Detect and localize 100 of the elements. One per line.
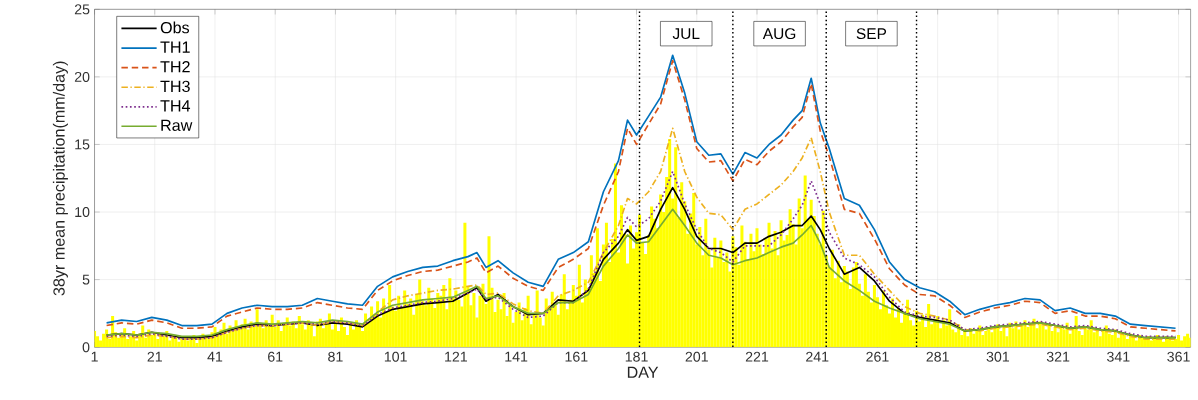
bar <box>767 222 771 348</box>
bar <box>863 274 867 348</box>
bar <box>779 220 783 348</box>
bar <box>333 322 337 348</box>
y-tick-label: 20 <box>74 71 90 82</box>
bar <box>1008 322 1012 348</box>
bar <box>397 295 401 348</box>
bar <box>418 279 422 348</box>
x-tick-label: 221 <box>745 351 769 362</box>
bar <box>487 236 491 348</box>
bar <box>454 290 458 348</box>
bar <box>1041 325 1045 348</box>
bar <box>535 290 539 348</box>
x-tick-label: 361 <box>1167 351 1190 362</box>
bar <box>562 274 566 348</box>
bar <box>797 198 801 348</box>
bar <box>854 262 858 348</box>
bar <box>881 290 885 348</box>
bar <box>963 330 967 348</box>
bar <box>448 278 452 348</box>
bar <box>719 240 723 348</box>
bar <box>740 225 744 348</box>
bar <box>674 147 678 348</box>
x-tick-label: 101 <box>384 351 407 362</box>
bar <box>803 175 807 348</box>
bar <box>102 333 106 348</box>
legend-label: Obs <box>160 21 190 34</box>
bar <box>1186 333 1190 348</box>
bar <box>704 218 708 348</box>
bar <box>285 317 289 348</box>
x-tick-label: 41 <box>207 351 223 362</box>
y-tick-label: 15 <box>75 139 90 150</box>
bar <box>897 307 901 348</box>
bar <box>713 237 717 348</box>
x-tick-label: 281 <box>926 351 949 362</box>
x-tick-label: 61 <box>268 351 283 362</box>
bar <box>348 324 352 348</box>
bar <box>595 228 599 348</box>
x-tick-label: 301 <box>986 351 1010 362</box>
bar <box>1083 326 1087 348</box>
bar <box>749 233 753 348</box>
legend-label: TH1 <box>160 41 190 53</box>
y-tick-label: 10 <box>75 207 90 218</box>
bar <box>1110 334 1114 348</box>
bar <box>1101 330 1105 348</box>
x-tick-label: 321 <box>1046 351 1070 362</box>
bar <box>650 206 654 348</box>
bar <box>571 284 575 348</box>
bar <box>613 163 617 348</box>
bar <box>1047 324 1051 348</box>
legend-label: TH4 <box>160 100 191 112</box>
bar <box>427 287 431 348</box>
x-tick-label: 141 <box>505 351 528 362</box>
x-axis-title: DAY <box>627 366 659 378</box>
bar <box>177 341 181 348</box>
bar <box>1183 336 1187 348</box>
bar <box>821 210 825 348</box>
bar <box>842 266 846 348</box>
x-tick-label: 241 <box>806 351 829 362</box>
bar <box>583 279 587 348</box>
bar <box>1177 334 1181 348</box>
bar <box>830 249 834 348</box>
bar <box>1002 326 1006 348</box>
x-tick-label: 1 <box>91 351 98 362</box>
bar <box>463 222 467 348</box>
bar <box>629 225 633 348</box>
bar <box>788 209 792 348</box>
bar <box>1174 339 1178 348</box>
bar <box>872 284 876 348</box>
x-tick-label: 261 <box>866 351 889 362</box>
bar <box>388 284 392 348</box>
y-tick-label: 0 <box>82 342 90 353</box>
x-tick-label: 181 <box>625 351 648 362</box>
bar <box>1023 320 1027 348</box>
bar <box>577 264 581 348</box>
bar <box>1056 332 1060 348</box>
y-tick-label: 25 <box>74 4 90 15</box>
bar <box>255 309 259 348</box>
bar <box>472 293 476 348</box>
bar <box>604 222 608 348</box>
bar <box>680 182 684 348</box>
bar <box>619 205 623 348</box>
bar <box>755 228 759 348</box>
x-tick-label: 161 <box>565 351 588 362</box>
annotation: JUL <box>672 28 700 40</box>
legend-label: TH3 <box>160 80 190 93</box>
bar <box>1044 329 1048 348</box>
x-tick-label: 81 <box>328 351 343 362</box>
bar <box>436 293 440 348</box>
bar <box>1053 326 1057 348</box>
annotation: AUG <box>762 28 796 40</box>
bar <box>376 301 380 348</box>
bar <box>526 295 530 348</box>
y-tick-label: 5 <box>82 274 90 285</box>
bar <box>725 252 729 348</box>
x-tick-label: 121 <box>445 351 468 362</box>
x-tick-label: 201 <box>685 351 708 362</box>
bar <box>668 139 672 348</box>
legend-label: Raw <box>161 119 193 132</box>
y-axis-title: 38yr mean precipitation(mm/day) <box>52 61 68 296</box>
